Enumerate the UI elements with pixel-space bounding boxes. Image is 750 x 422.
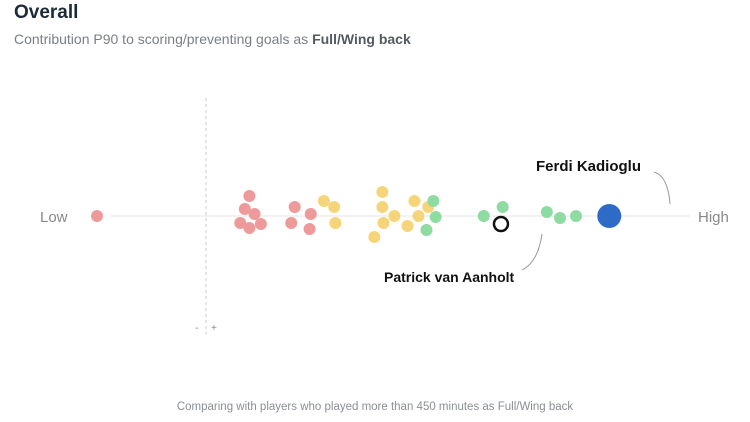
chart-title: Overall (14, 2, 79, 23)
ferdi-kadioglu-connector (653, 171, 671, 205)
highlighted-players (492, 204, 622, 233)
player-point-27 (477, 210, 490, 222)
player-point-26 (420, 224, 433, 236)
player-point-17 (377, 217, 390, 229)
player-point-11 (303, 223, 316, 235)
player-point-3 (238, 203, 251, 215)
player-point-30 (553, 212, 566, 224)
axis-low-label: Low (40, 209, 68, 226)
player-point-6 (243, 222, 256, 234)
player-point-29 (540, 206, 553, 218)
ferdi-kadioglu-label: Ferdi Kadioglu (536, 158, 641, 175)
chart-footnote: Comparing with players who played more t… (176, 401, 574, 413)
player-point-1 (91, 210, 103, 222)
player-point-14 (329, 217, 342, 229)
player-point-9 (285, 217, 298, 229)
patrick-van-aanholt-label: Patrick van Aanholt (384, 269, 515, 285)
patrick-van-aanholt-point (492, 215, 510, 233)
player-point-8 (288, 201, 301, 213)
player-point-20 (408, 195, 421, 207)
player-point-18 (368, 231, 381, 243)
player-point-4 (248, 208, 261, 220)
player-point-31 (570, 210, 583, 222)
player-point-21 (412, 210, 425, 222)
player-point-7 (254, 218, 267, 230)
player-point-25 (429, 211, 442, 223)
player-point-28 (496, 201, 509, 213)
zero-plus-label: + (211, 323, 217, 334)
ferdi-kadioglu-point (597, 204, 622, 228)
player-point-10 (304, 208, 317, 220)
player-point-15 (376, 186, 389, 198)
player-point-24 (427, 195, 440, 207)
data-points (91, 186, 583, 243)
zero-minus-label: - (195, 323, 198, 334)
player-point-5 (234, 217, 247, 229)
chart-subtitle: Contribution P90 to scoring/preventing g… (14, 31, 411, 47)
player-point-16 (376, 201, 389, 213)
patrick-van-aanholt-connector (521, 233, 543, 271)
player-point-12 (317, 195, 330, 207)
player-point-13 (328, 201, 341, 213)
player-point-2 (243, 190, 256, 202)
axis-high-label: High (698, 209, 729, 226)
player-point-22 (401, 220, 414, 232)
subtitle-position: Full/Wing back (312, 31, 411, 47)
player-point-19 (388, 210, 401, 222)
subtitle-prefix: Contribution P90 to scoring/preventing g… (14, 31, 313, 47)
